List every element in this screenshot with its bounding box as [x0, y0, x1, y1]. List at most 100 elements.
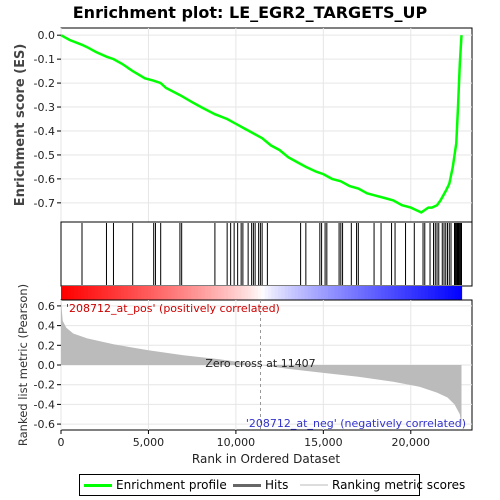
- color-bar-segment: [244, 286, 249, 300]
- color-bar-segment: [111, 286, 116, 300]
- color-bar-segment: [214, 286, 219, 300]
- legend: Enrichment profile Hits Ranking metric s…: [79, 474, 465, 496]
- color-bar-segment: [404, 286, 409, 300]
- color-bar-segment: [151, 286, 156, 300]
- hit-markers: [81, 223, 463, 285]
- color-bar-segment: [398, 286, 403, 300]
- color-bar-segment: [114, 286, 119, 300]
- color-bar-segment: [418, 286, 423, 300]
- ranking-metric-area: [61, 300, 462, 427]
- color-bar-segment: [131, 286, 136, 300]
- color-bar-segment: [174, 286, 179, 300]
- color-bar-segment: [181, 286, 186, 300]
- color-bar-segment: [227, 286, 232, 300]
- x-axis-label: Rank in Ordered Dataset: [192, 452, 340, 466]
- legend-label-enrichment: Enrichment profile: [116, 478, 227, 492]
- color-bar-segment: [87, 286, 92, 300]
- metric-tick-label: 0.2: [38, 339, 56, 352]
- metric-tick-label: -0.2: [34, 379, 55, 392]
- es-tick-label: -0.3: [34, 101, 55, 114]
- color-bar-segment: [161, 286, 166, 300]
- rank-color-bar: [61, 286, 463, 300]
- color-bar-segment: [424, 286, 429, 300]
- color-bar-segment: [101, 286, 105, 300]
- color-bar-segment: [67, 286, 72, 300]
- color-bar-segment: [304, 286, 309, 300]
- color-bar-segment: [117, 286, 122, 300]
- color-bar-segment: [157, 286, 162, 300]
- color-bar-segment: [171, 286, 176, 300]
- es-tick-label: -0.2: [34, 77, 55, 90]
- color-bar-segment: [197, 286, 202, 300]
- color-bar-segment: [454, 286, 459, 300]
- color-bar-segment: [217, 286, 222, 300]
- es-axis-ticks: 0.0 -0.1 -0.2 -0.3 -0.4 -0.5 -0.6 -0.7: [34, 29, 61, 210]
- color-bar-segment: [84, 286, 89, 300]
- metric-tick-label: 0.4: [38, 320, 56, 333]
- color-bar-segment: [341, 286, 346, 300]
- color-bar-segment: [371, 286, 376, 300]
- legend-item-hits: Hits: [233, 478, 288, 492]
- color-bar-segment: [277, 286, 282, 300]
- color-bar-segment: [154, 286, 159, 300]
- color-bar-segment: [237, 286, 242, 300]
- color-bar-segment: [261, 286, 266, 300]
- x-tick-label: 0: [58, 436, 65, 449]
- color-bar-segment: [378, 286, 383, 300]
- color-bar-segment: [74, 286, 79, 300]
- color-bar-segment: [314, 286, 319, 300]
- es-axis-label: Enrichment score (ES): [13, 44, 28, 207]
- color-bar-segment: [368, 286, 372, 300]
- color-bar-segment: [107, 286, 112, 300]
- color-bar-segment: [231, 286, 236, 300]
- color-bar-segment: [307, 286, 312, 300]
- color-bar-segment: [311, 286, 316, 300]
- color-bar-segment: [411, 286, 416, 300]
- color-bar-segment: [224, 286, 229, 300]
- color-bar-segment: [254, 286, 259, 300]
- color-bar-segment: [271, 286, 276, 300]
- color-bar-segment: [284, 286, 289, 300]
- color-bar-segment: [137, 286, 142, 300]
- color-bar-segment: [274, 286, 279, 300]
- color-bar-segment: [247, 286, 252, 300]
- color-bar-segment: [458, 286, 463, 300]
- color-bar-segment: [448, 286, 453, 300]
- color-bar-segment: [324, 286, 329, 300]
- color-bar-segment: [71, 286, 75, 300]
- x-tick-label: 10,000: [217, 436, 256, 449]
- x-axis-ticks: 0 5,000 10,000 15,000 20,000: [58, 430, 431, 449]
- color-bar-segment: [187, 286, 192, 300]
- color-bar-segment: [364, 286, 369, 300]
- color-bar-segment: [441, 286, 446, 300]
- color-bar-segment: [351, 286, 356, 300]
- es-panel: [60, 27, 473, 223]
- color-bar-segment: [201, 286, 206, 300]
- color-bar-segment: [264, 286, 269, 300]
- color-bar-segment: [374, 286, 379, 300]
- color-bar-segment: [241, 286, 246, 300]
- color-bar-segment: [104, 286, 109, 300]
- es-tick-label: -0.7: [34, 197, 55, 210]
- x-tick-label: 5,000: [133, 436, 165, 449]
- color-bar-segment: [317, 286, 322, 300]
- color-bar-segment: [94, 286, 99, 300]
- negative-correlation-label: '208712_at_neg' (negatively correlated): [246, 417, 466, 430]
- color-bar-segment: [444, 286, 449, 300]
- color-bar-segment: [221, 286, 226, 300]
- color-bar-segment: [297, 286, 302, 300]
- color-bar-segment: [434, 286, 439, 300]
- legend-swatch-hits: [233, 483, 261, 487]
- es-tick-label: -0.6: [34, 173, 55, 186]
- color-bar-segment: [127, 286, 132, 300]
- x-tick-label: 20,000: [392, 436, 431, 449]
- color-bar-segment: [164, 286, 169, 300]
- color-bar-segment: [334, 286, 339, 300]
- color-bar-segment: [331, 286, 336, 300]
- color-bar-segment: [251, 286, 256, 300]
- color-bar-segment: [167, 286, 172, 300]
- color-bar-segment: [77, 286, 82, 300]
- metric-tick-label: 0.0: [38, 359, 56, 372]
- color-bar-segment: [294, 286, 299, 300]
